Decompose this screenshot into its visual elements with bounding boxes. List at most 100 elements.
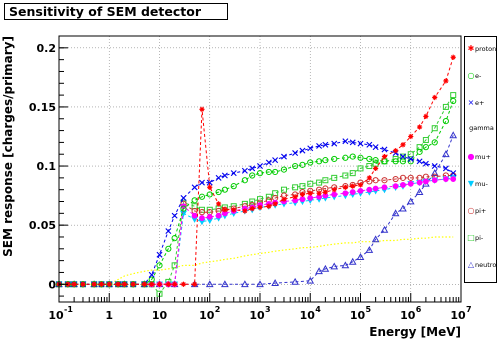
series-eminus (55, 97, 457, 288)
data-point-eplus (230, 170, 237, 177)
data-point-eminus (241, 177, 248, 184)
data-point-piminus (292, 184, 299, 191)
axes: 10 -1 1 10 10 2 10 3 10 4 10 5 10 6 10 700.050.10.150.2 (29, 42, 472, 322)
data-point-proton (222, 207, 228, 213)
data-point-eplus (422, 160, 429, 167)
data-point-neutron (406, 197, 415, 205)
data-point-neutron (256, 280, 264, 288)
data-point-proton (149, 281, 155, 287)
legend-item-piplus: ○ pi+ (465, 205, 497, 219)
data-point-proton (400, 142, 406, 148)
data-point-eplus (366, 141, 373, 148)
data-point-neutron (291, 277, 299, 285)
data-point-muplus (372, 185, 379, 192)
data-point-neutron (391, 209, 400, 217)
data-point-piminus (392, 155, 399, 162)
y-tick-label: 0.05 (29, 219, 56, 232)
data-point-proton (393, 148, 399, 154)
data-point-eminus (450, 97, 457, 105)
data-point-eplus (249, 165, 256, 172)
data-point-proton (416, 124, 423, 130)
data-point-proton (98, 281, 105, 287)
data-point-proton (443, 78, 449, 84)
chart-title: Sensitivity of SEM detector (4, 3, 228, 20)
data-point-eplus (416, 158, 423, 165)
data-point-muplus (206, 213, 213, 220)
data-point-eplus (316, 142, 323, 149)
data-point-eminus (249, 172, 256, 179)
data-point-piplus (198, 209, 206, 216)
data-point-neutron (341, 261, 350, 269)
data-point-piminus (450, 92, 457, 99)
data-point-eminus (366, 155, 373, 163)
legend-marker-piplus: ○ (467, 206, 475, 215)
data-point-piminus (206, 206, 213, 213)
data-point-eminus (215, 188, 222, 196)
data-point-eplus (156, 251, 163, 258)
data-point-muplus (381, 184, 388, 191)
data-point-proton (249, 206, 255, 212)
data-point-eminus (315, 158, 323, 165)
y-tick-label: 0.15 (29, 101, 56, 114)
data-point-muplus (307, 195, 314, 201)
data-point-muplus (366, 186, 373, 193)
data-point-eplus (381, 146, 388, 153)
legend-label-proton: proton (475, 45, 497, 53)
data-point-eminus (392, 158, 399, 165)
data-point-eminus (357, 154, 364, 161)
data-point-eminus (292, 162, 299, 170)
x-tick-exponent: 6 (416, 305, 422, 314)
data-point-muplus (422, 178, 429, 185)
legend-label-piminus: pi- (475, 234, 484, 242)
series-line-piplus (59, 175, 454, 285)
data-point-proton (215, 201, 222, 207)
data-point-neutron (430, 169, 439, 177)
data-point-proton (165, 281, 171, 287)
legend: ✱ proton ○ e- × e+ gamma ● mu+ ▼ mu- ○ pi+ □ pi- △ neutr… (464, 36, 497, 283)
data-point-muplus (442, 176, 449, 182)
series-line-proton (59, 57, 454, 285)
data-point-piminus (342, 172, 349, 179)
data-point-proton (350, 183, 356, 189)
legend-item-gamma: gamma (465, 124, 497, 138)
x-tick-exponent: 5 (366, 305, 372, 314)
data-point-proton (322, 189, 328, 195)
legend-marker-piminus: □ (467, 233, 475, 242)
data-point-eplus (272, 157, 279, 164)
data-point-piminus (349, 170, 356, 177)
data-point-eminus (372, 157, 379, 164)
x-tick-label: 10 (300, 309, 316, 322)
data-point-eminus (331, 155, 338, 163)
data-point-piminus (422, 137, 429, 144)
data-point-proton (342, 184, 348, 190)
data-point-piminus (407, 151, 414, 158)
data-point-piminus (442, 103, 449, 110)
data-point-neutron (315, 267, 323, 275)
series-neutron (55, 131, 458, 288)
data-point-proton (357, 182, 364, 188)
data-point-eplus (342, 138, 349, 145)
x-tick-label: 1 (105, 309, 113, 322)
data-point-eplus (241, 167, 248, 174)
data-point-proton (307, 190, 313, 196)
data-point-proton (71, 281, 77, 287)
data-point-muplus (299, 196, 306, 203)
x-tick-label: 10 (199, 309, 215, 322)
data-point-piminus (431, 125, 438, 132)
data-point-neutron (330, 262, 339, 270)
data-point-muplus (407, 180, 414, 187)
legend-marker-muminus: ▼ (467, 179, 475, 188)
series-line-piminus (59, 94, 454, 295)
data-point-proton (316, 190, 322, 196)
data-point-eminus (156, 262, 163, 269)
x-tick-exponent: 7 (466, 305, 472, 314)
legend-item-eplus: × e+ (465, 97, 497, 111)
legend-marker-eplus: × (467, 98, 475, 107)
data-point-neutron (365, 245, 374, 253)
data-point-neutron (271, 279, 279, 286)
data-point-eplus (299, 147, 306, 154)
series-gamma (59, 236, 454, 285)
y-axis-label: SEM response [charges/primary] (1, 36, 15, 257)
data-point-neutron (205, 280, 214, 288)
